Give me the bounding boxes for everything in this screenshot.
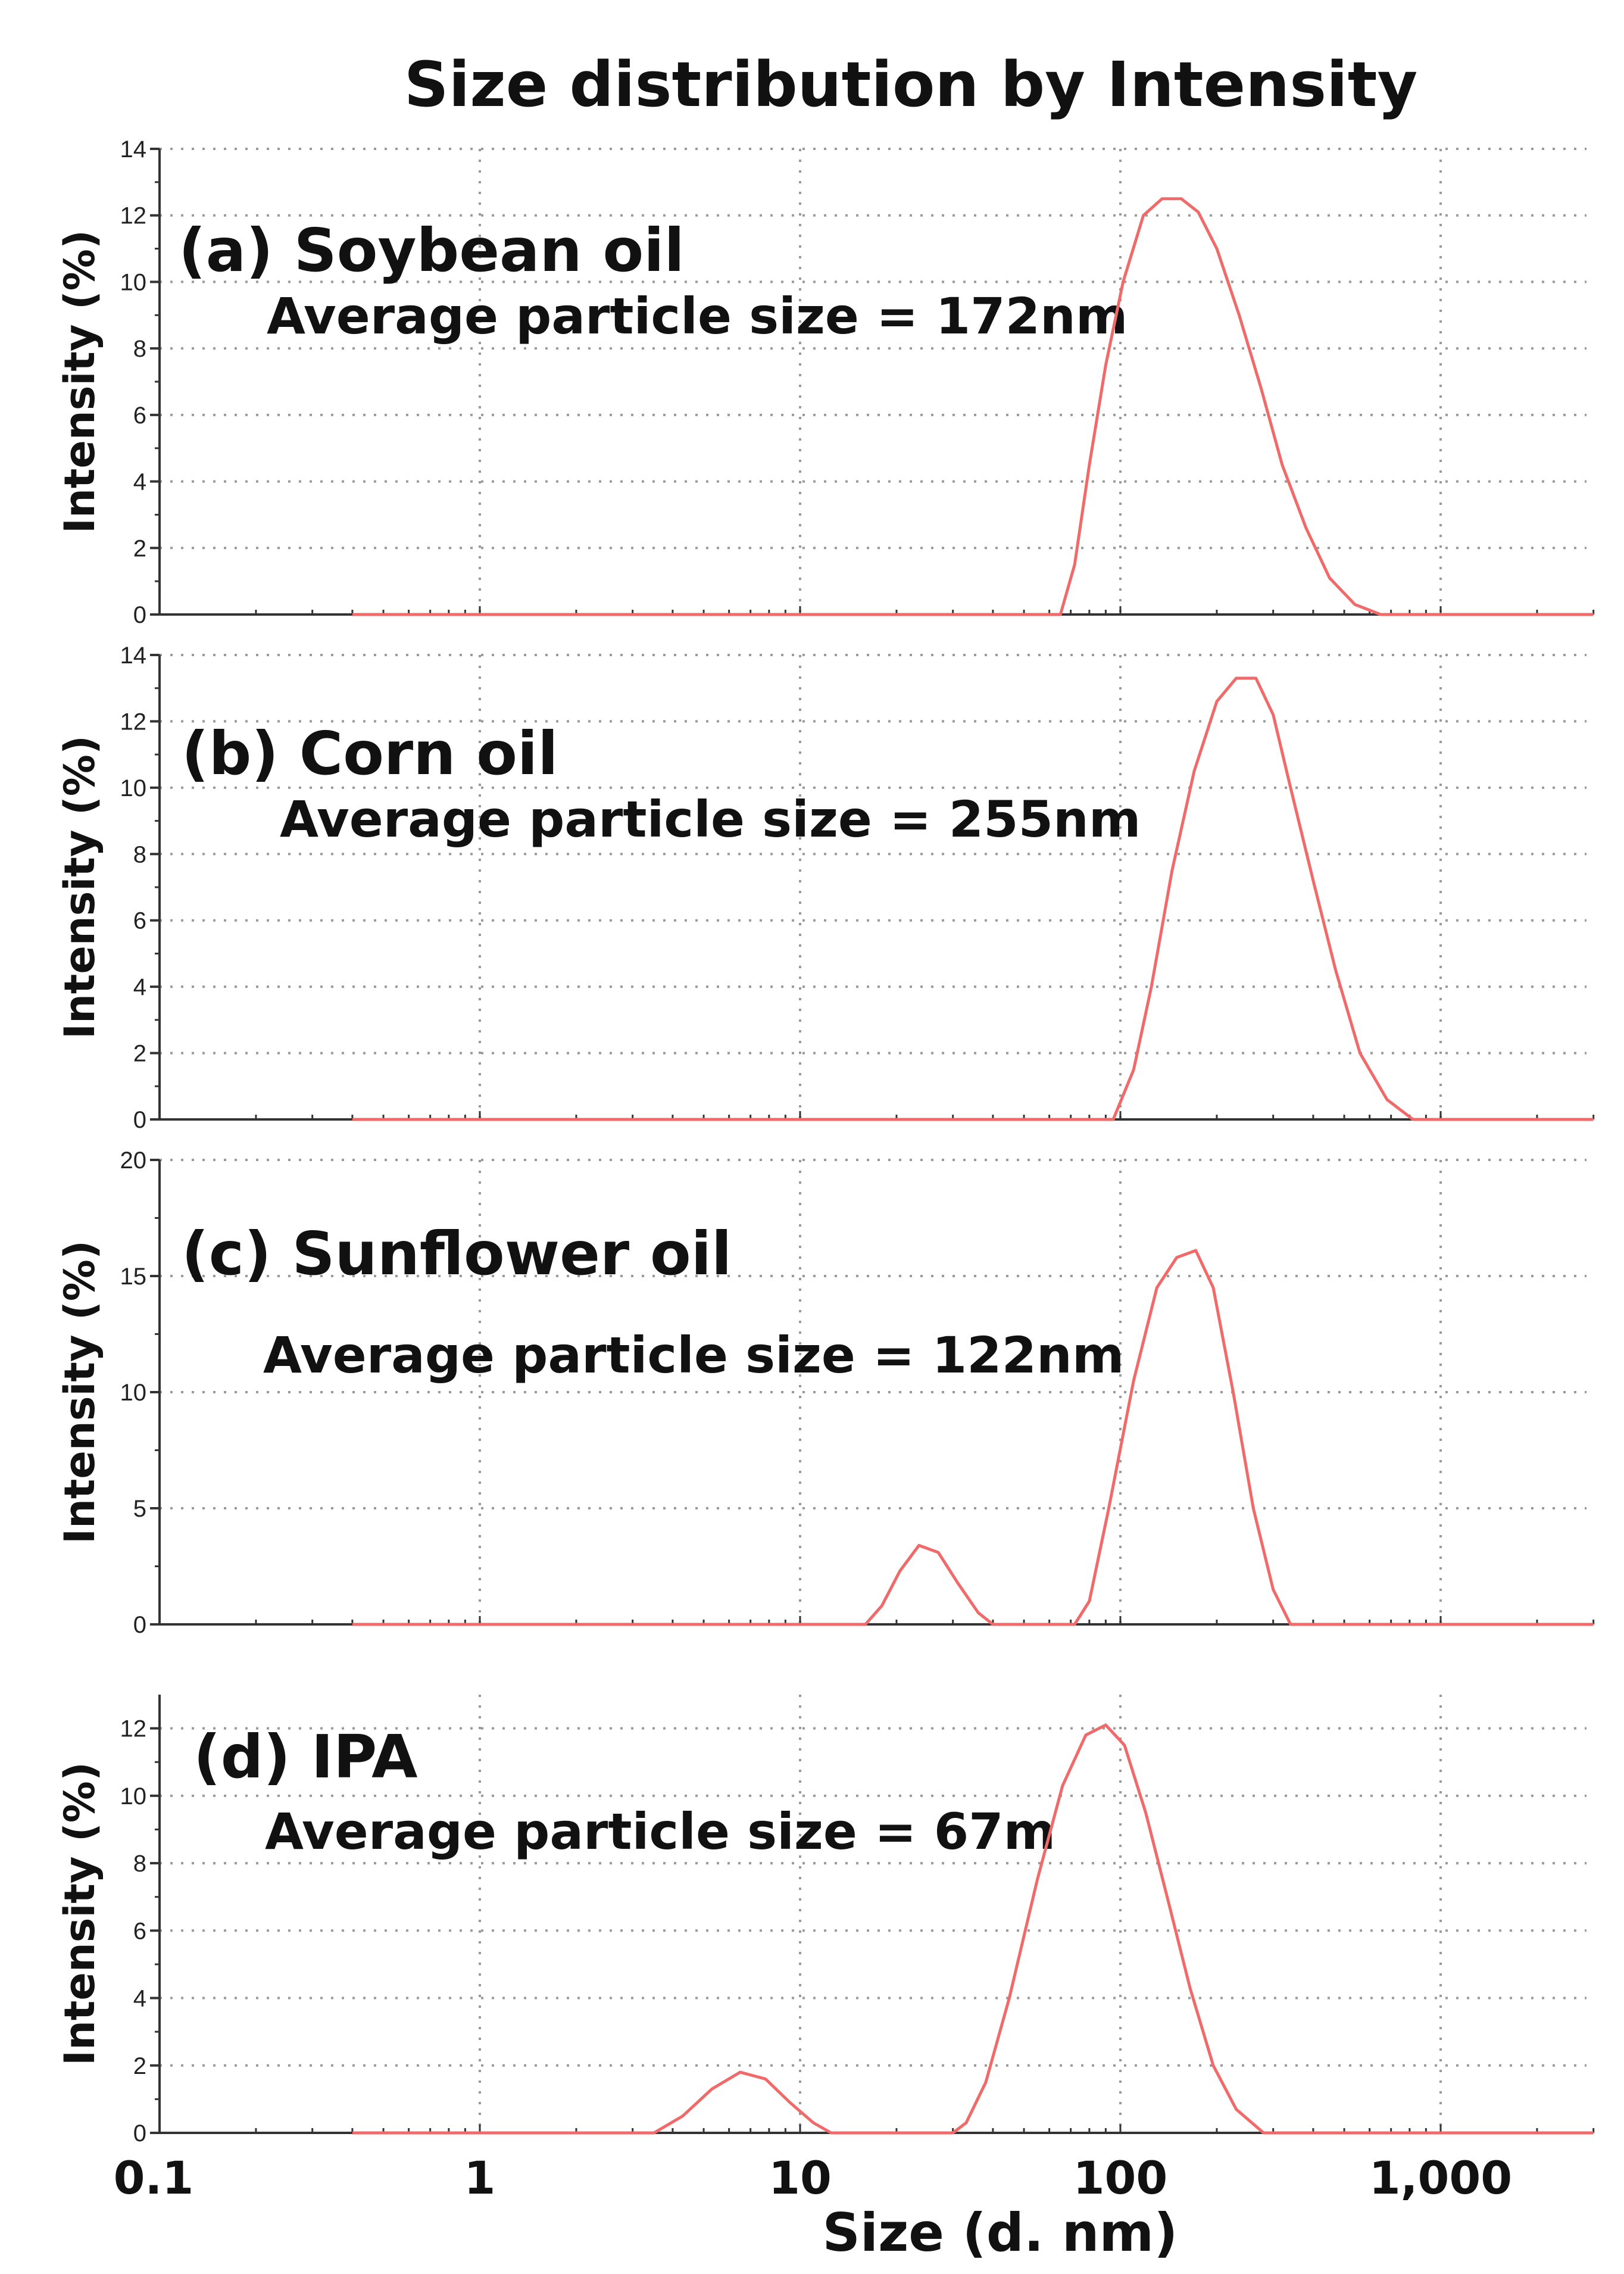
y-tick-label: 2 xyxy=(133,535,146,562)
chart-title: Size distribution by Intensity xyxy=(404,48,1418,121)
y-tick-label: 10 xyxy=(120,269,147,295)
series-line-corn-oil xyxy=(352,676,1594,1121)
series-line-sunflower-oil xyxy=(352,1249,1594,1626)
y-tick-label: 0 xyxy=(133,602,146,628)
y-tick-label: 10 xyxy=(120,1380,147,1406)
x-tick-label: 10 xyxy=(769,2151,832,2204)
x-tick-label: 0.1 xyxy=(114,2151,194,2204)
panel-label: (d) IPA xyxy=(193,1722,418,1792)
panel-subtitle: Average particle size = 122nm xyxy=(263,1326,1124,1384)
x-tick-label: 1,000 xyxy=(1369,2151,1512,2204)
y-tick-label: 20 xyxy=(120,1147,147,1174)
y-tick-label: 14 xyxy=(120,136,147,163)
y-tick-label: 12 xyxy=(120,203,147,229)
y-axis-label: Intensity (%) xyxy=(55,1762,104,2066)
y-tick-label: 4 xyxy=(133,974,146,1000)
panel-subtitle: Average particle size = 255nm xyxy=(280,790,1141,849)
y-tick-label: 8 xyxy=(133,1851,146,1877)
y-tick-label: 8 xyxy=(133,336,146,362)
panel-1: 0 2 4 6 8 10 12 14 Intensity (%) (a) Soybean oilA… xyxy=(55,136,1595,628)
x-tick-label: 1 xyxy=(464,2151,496,2204)
y-tick-label: 0 xyxy=(133,1107,146,1133)
panel-subtitle: Average particle size = 172nm xyxy=(267,287,1128,345)
panel-2: 0 2 4 6 8 10 12 14 Intensity (%) (b) Corn oilAver… xyxy=(55,642,1595,1133)
y-axis-label: Intensity (%) xyxy=(55,1240,104,1544)
y-tick-label: 4 xyxy=(133,469,146,495)
y-tick-label: 4 xyxy=(133,1986,146,2012)
x-axis-label: Size (d. nm) xyxy=(823,2202,1178,2263)
series-line-ipa xyxy=(352,1723,1594,2135)
y-tick-label: 6 xyxy=(133,403,146,429)
y-tick-label: 8 xyxy=(133,841,146,868)
y-tick-label: 12 xyxy=(120,709,147,735)
y-tick-label: 15 xyxy=(120,1264,147,1290)
y-tick-label: 0 xyxy=(133,2120,146,2147)
y-axis-label: Intensity (%) xyxy=(55,735,104,1039)
panel-label: (c) Sunflower oil xyxy=(182,1219,732,1289)
y-tick-label: 5 xyxy=(133,1496,146,1522)
y-axis-label: Intensity (%) xyxy=(55,230,104,534)
y-tick-label: 12 xyxy=(120,1716,147,1742)
panel-4: 0 2 4 6 8 10 12 Intensity (%) (d) IPA Average par… xyxy=(55,1695,1595,2147)
y-tick-label: 2 xyxy=(133,1041,146,1067)
series-line-soybean-oil xyxy=(352,197,1594,616)
y-tick-label: 6 xyxy=(133,1918,146,1944)
y-tick-label: 10 xyxy=(120,775,147,801)
y-tick-label: 6 xyxy=(133,908,146,934)
y-tick-label: 2 xyxy=(133,2053,146,2079)
y-tick-label: 10 xyxy=(120,1783,147,1810)
x-tick-label: 100 xyxy=(1073,2151,1168,2204)
panel-3: 0 5 10 15 20 Intensity (%) (c) Sunflower oil Av… xyxy=(55,1147,1595,1638)
panel-subtitle: Average particle size = 67m xyxy=(265,1802,1055,1861)
y-tick-label: 14 xyxy=(120,642,147,669)
panel-label: (a) Soybean oil xyxy=(179,216,685,285)
y-tick-label: 0 xyxy=(133,1612,146,1638)
panel-label: (b) Corn oil xyxy=(182,719,558,788)
